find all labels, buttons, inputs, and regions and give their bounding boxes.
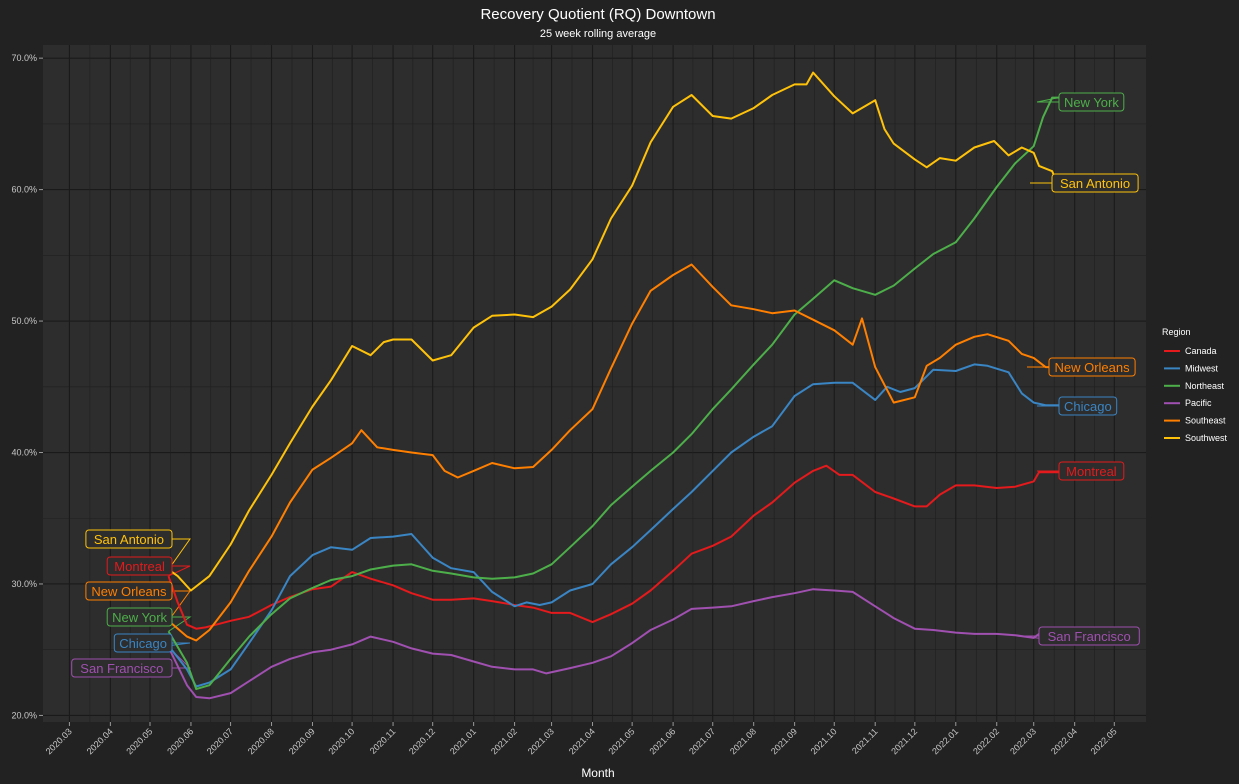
callout-label: San Francisco <box>80 661 163 676</box>
callout-box <box>1038 626 1140 646</box>
legend-item-southwest: Southwest <box>1185 433 1228 443</box>
callout-connector <box>168 538 191 570</box>
legend-item-pacific: Pacific <box>1185 398 1212 408</box>
y-tick-label: 50.0% <box>11 316 37 326</box>
callout-box <box>1058 92 1125 112</box>
callout-box <box>85 529 173 549</box>
callout-box <box>1058 461 1125 481</box>
series-line-southwest <box>167 71 1069 592</box>
callout-box <box>106 607 173 627</box>
callout-labels: San Antonio Montreal New Orleans New York Ch… <box>71 92 1140 678</box>
callout-box <box>1051 173 1139 193</box>
y-tick-label: 60.0% <box>11 185 37 195</box>
series-line-northeast <box>167 96 1059 691</box>
legend: Region Canada Midwest Northeast Pacific Sout… <box>1162 327 1228 443</box>
legend-item-southeast: Southeast <box>1185 416 1226 426</box>
y-tick-label: 70.0% <box>11 53 37 63</box>
chart-title: Recovery Quotient (RQ) Downtown <box>480 6 715 23</box>
y-tick-label: 20.0% <box>11 710 37 720</box>
series-lines <box>167 71 1069 700</box>
callout-box <box>85 581 173 601</box>
callout-label: New York <box>112 610 167 625</box>
x-axis-label: Month <box>581 766 614 780</box>
callout-label: New Orleans <box>1054 360 1130 375</box>
series-line-canada <box>167 464 1059 630</box>
callout-label: Montreal <box>1066 464 1117 479</box>
callout-label: New Orleans <box>91 584 167 599</box>
series-line-midwest <box>167 363 1059 688</box>
callout-connector <box>168 590 191 622</box>
series-line-southeast <box>167 263 1059 642</box>
callout-label: San Francisco <box>1048 629 1131 644</box>
callout-box <box>1048 357 1136 377</box>
callout-label: New York <box>1064 95 1119 110</box>
callout-label: San Antonio <box>94 532 164 547</box>
legend-title: Region <box>1162 327 1191 337</box>
callout-box <box>1058 396 1118 416</box>
callout-box <box>113 633 173 653</box>
callout-box <box>71 658 173 678</box>
callout-label: San Antonio <box>1060 176 1130 191</box>
chart-subtitle: 25 week rolling average <box>540 28 656 40</box>
callout-label: Chicago <box>119 636 167 651</box>
callout-box <box>106 556 173 576</box>
legend-item-northeast: Northeast <box>1185 381 1225 391</box>
callout-label: Chicago <box>1064 399 1112 414</box>
y-tick-label: 30.0% <box>11 579 37 589</box>
y-tick-label: 40.0% <box>11 448 37 458</box>
callout-connector <box>168 565 191 577</box>
series-line-pacific <box>167 588 1049 700</box>
plot-panel <box>43 45 1146 722</box>
callout-label: Montreal <box>114 559 165 574</box>
legend-item-canada: Canada <box>1185 346 1217 356</box>
legend-item-midwest: Midwest <box>1185 363 1219 373</box>
